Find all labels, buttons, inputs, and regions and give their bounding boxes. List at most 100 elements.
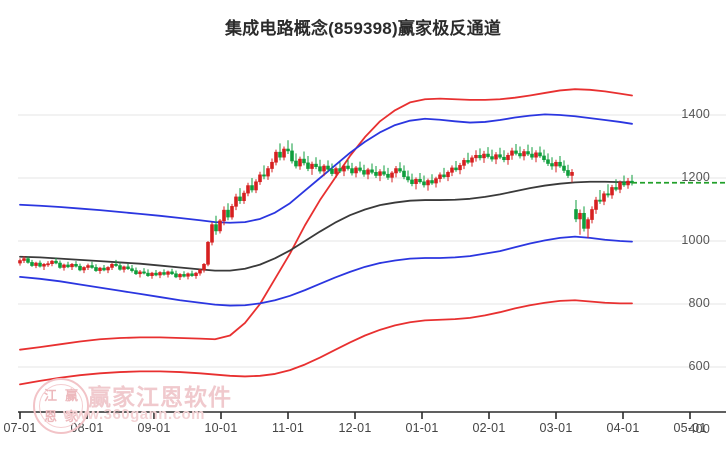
candle-body (158, 272, 162, 276)
candle-body (218, 220, 222, 232)
candle-body (582, 212, 586, 229)
y-axis-label: 400 (688, 422, 710, 436)
band-line (19, 113, 633, 224)
candle-body (194, 272, 198, 276)
x-axis-label: 07-01 (3, 421, 37, 435)
candle-body (558, 161, 562, 167)
candle-body (294, 160, 298, 167)
candle-body (310, 163, 314, 169)
x-axis-label: 04-01 (606, 421, 640, 435)
candle-body (622, 182, 626, 186)
candle-body (614, 187, 618, 190)
candle-body (446, 172, 450, 178)
candle-body (354, 167, 358, 174)
candle-body (182, 274, 186, 277)
candle-body (38, 262, 42, 267)
candle-body (374, 172, 378, 176)
candle-body (290, 150, 294, 162)
candle-body (514, 150, 518, 154)
candle-body (54, 260, 58, 264)
candle-body (410, 179, 414, 184)
candle-body (550, 163, 554, 167)
candle-body (98, 267, 102, 271)
candle-body (126, 266, 130, 270)
candle-body (542, 155, 546, 161)
candle-body (214, 224, 218, 232)
candle-body (594, 199, 598, 210)
candle-body (18, 260, 22, 264)
candle-body (186, 273, 190, 277)
candle-body (526, 151, 530, 155)
candle-body (370, 169, 374, 173)
candle-body (50, 260, 54, 264)
candle-body (234, 196, 238, 207)
y-axis-label: 800 (688, 296, 710, 310)
band-line (19, 235, 633, 307)
candle-body (62, 264, 66, 268)
candle-body (318, 166, 322, 172)
candle-body (482, 153, 486, 159)
candle-body (118, 265, 122, 270)
candle-body (70, 264, 74, 268)
candle-body (306, 162, 310, 169)
candle-body (406, 176, 410, 181)
candle-body (174, 273, 178, 278)
candle-body (266, 168, 270, 177)
candle-body (506, 155, 510, 161)
candle-body (358, 167, 362, 171)
candle-body (298, 158, 302, 167)
candle-body (122, 266, 126, 270)
candle-body (142, 271, 146, 274)
candle-body (26, 258, 30, 263)
candle-body (414, 178, 418, 184)
x-axis-label: 05-01 (673, 421, 707, 435)
candle-body (106, 267, 110, 271)
candle-body (202, 264, 206, 271)
candle-body (274, 151, 278, 163)
candle-body (246, 185, 250, 194)
candle-body (554, 161, 558, 167)
candle-body (578, 212, 582, 220)
candle-body (430, 180, 434, 184)
candle-body (618, 182, 622, 190)
candle-body (466, 160, 470, 163)
candle-body (282, 148, 286, 158)
candle-body (154, 272, 158, 276)
candle-body (314, 163, 318, 167)
candle-body (334, 168, 338, 174)
candle-body (498, 154, 502, 158)
candle-body (566, 170, 570, 176)
x-axis-label: 02-01 (472, 421, 506, 435)
candle-body (462, 160, 466, 166)
candle-body (390, 172, 394, 178)
x-axis-label: 08-01 (70, 421, 104, 435)
candle-body (366, 169, 370, 175)
candle-body (110, 264, 114, 268)
candle-body (190, 273, 194, 276)
candle-body (382, 171, 386, 175)
candle-body (270, 161, 274, 169)
candle-body (46, 263, 50, 266)
candle-body (586, 219, 590, 229)
candle-body (146, 272, 150, 276)
candle-body (342, 165, 346, 172)
candle-body (522, 151, 526, 157)
candle-body (102, 267, 106, 271)
candle-body (402, 170, 406, 178)
candle-body (22, 258, 26, 261)
candle-body (134, 270, 138, 275)
candle-body (286, 148, 290, 152)
y-axis-label: 1400 (681, 107, 710, 121)
candle-body (90, 265, 94, 268)
candle-body (562, 165, 566, 171)
candle-body (250, 185, 254, 191)
candle-body (546, 159, 550, 164)
candle-body (166, 271, 170, 275)
candle-body (170, 271, 174, 275)
candle-body (434, 178, 438, 184)
candle-body (34, 262, 38, 266)
candle-body (42, 264, 46, 267)
candle-body (114, 264, 118, 266)
